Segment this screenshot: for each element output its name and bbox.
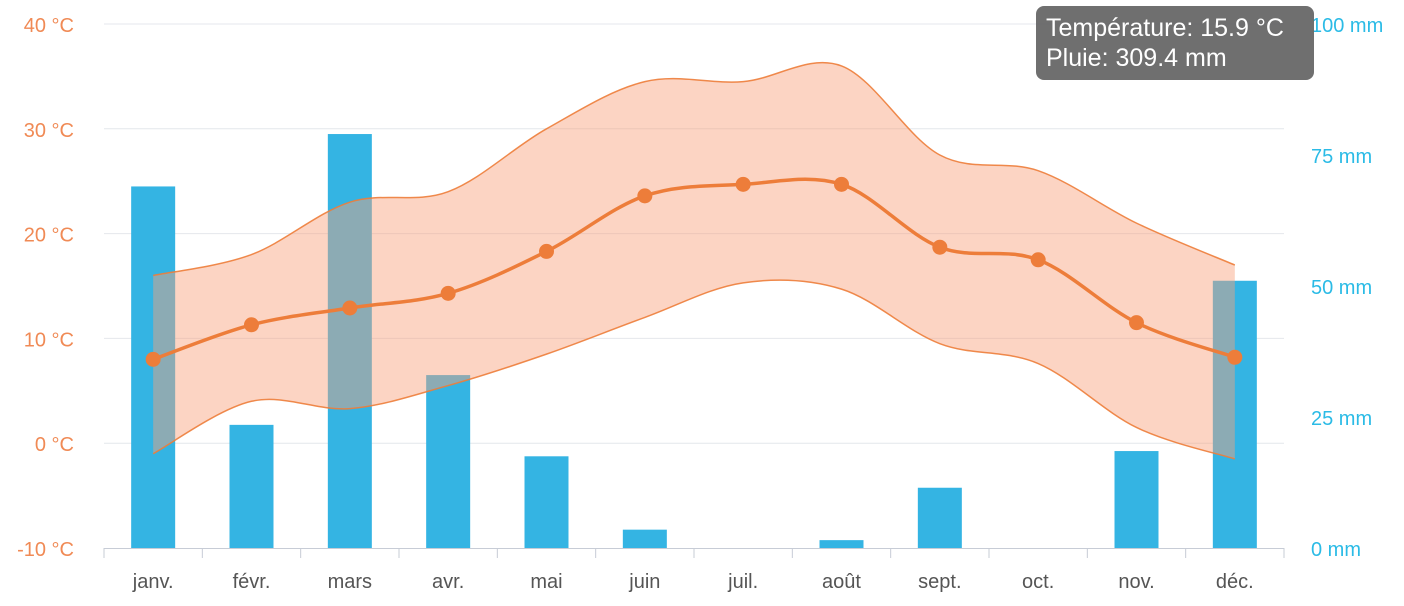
temperature-point bbox=[539, 243, 554, 259]
x-axis-category-label: mars bbox=[328, 571, 372, 593]
temperature-point bbox=[440, 285, 456, 301]
rain-bar bbox=[524, 456, 569, 548]
rain-bar bbox=[622, 529, 667, 548]
temperature-low-line bbox=[152, 279, 1236, 460]
grid-layer bbox=[104, 23, 1284, 444]
tooltip-rain: Pluie: 309.4 mm bbox=[1046, 44, 1227, 72]
right-axis-tick-label: 50 mm bbox=[1311, 277, 1372, 299]
rain-bar bbox=[131, 186, 176, 548]
temperature-point bbox=[735, 176, 751, 192]
line-layer bbox=[145, 176, 1243, 367]
temperature-point bbox=[1030, 252, 1046, 268]
rain-bar bbox=[819, 540, 864, 548]
rain-bar bbox=[917, 487, 962, 548]
tooltip: Température: 15.9 °C Pluie: 309.4 mm bbox=[1036, 6, 1314, 80]
tooltip-temperature: Température: 15.9 °C bbox=[1046, 14, 1284, 42]
left-axis-tick-label: 40 °C bbox=[24, 15, 74, 37]
axis-layer: -10 °C 0 °C 10 °C 20 °C 30 °C 40 °C 0 mm 25 mm 5… bbox=[17, 15, 1383, 593]
x-axis-category-label: oct. bbox=[1022, 571, 1054, 593]
temperature-high-line bbox=[153, 61, 1236, 277]
rain-bar bbox=[229, 424, 274, 548]
bars-layer bbox=[131, 134, 1257, 549]
right-axis-tick-label: 100 mm bbox=[1311, 15, 1383, 37]
rain-bar bbox=[426, 375, 471, 548]
right-axis-tick-label: 0 mm bbox=[1311, 539, 1361, 561]
left-axis-tick-label: -10 °C bbox=[17, 539, 74, 561]
temperature-point bbox=[145, 351, 161, 367]
temperature-point bbox=[637, 188, 653, 204]
right-axis-tick-label: 75 mm bbox=[1311, 146, 1372, 168]
temperature-point bbox=[834, 176, 849, 192]
x-axis-category-label: avr. bbox=[432, 571, 464, 593]
left-axis-tick-label: 0 °C bbox=[35, 434, 74, 456]
x-axis-category-label: juil. bbox=[727, 571, 758, 593]
x-axis-category-label: sept. bbox=[918, 571, 961, 593]
temperature-point bbox=[932, 239, 948, 255]
rain-bar bbox=[327, 134, 372, 549]
x-axis-category-label: janv. bbox=[132, 571, 174, 593]
range-layer bbox=[152, 61, 1236, 460]
x-axis-category-label: août bbox=[822, 571, 861, 593]
rain-bar bbox=[1212, 280, 1257, 548]
right-axis-tick-label: 25 mm bbox=[1311, 408, 1372, 430]
temperature-range-area bbox=[153, 62, 1235, 459]
rain-bar bbox=[1114, 451, 1159, 548]
temperature-point bbox=[1227, 349, 1243, 365]
temperature-point bbox=[342, 300, 358, 316]
temperature-point bbox=[1129, 315, 1144, 331]
temperature-point bbox=[244, 317, 259, 333]
x-axis-category-label: mai bbox=[530, 571, 562, 593]
x-axis-category-label: nov. bbox=[1118, 571, 1154, 593]
x-axis-category-label: déc. bbox=[1216, 571, 1254, 593]
left-axis-tick-label: 20 °C bbox=[24, 225, 74, 247]
left-axis-tick-label: 10 °C bbox=[24, 329, 74, 351]
left-axis-tick-label: 30 °C bbox=[24, 120, 74, 142]
x-axis-category-label: févr. bbox=[233, 571, 271, 593]
x-axis-category-label: juin bbox=[628, 571, 660, 593]
